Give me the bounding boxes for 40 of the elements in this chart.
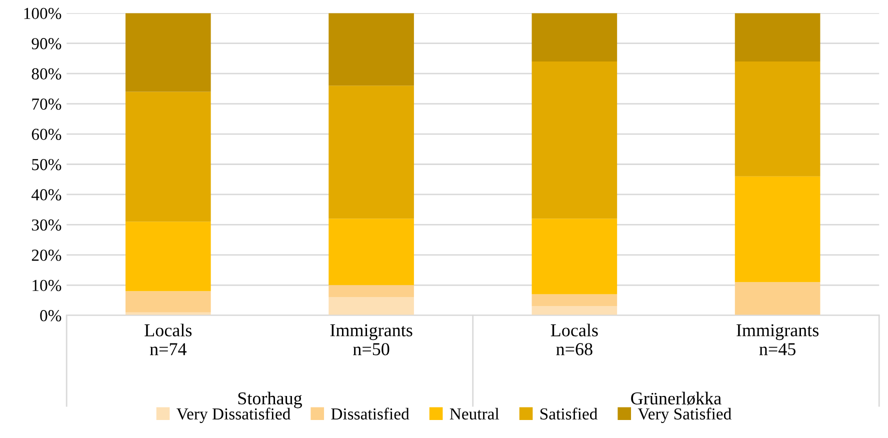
legend-label: Very Satisfied (638, 408, 732, 423)
y-tick-label: 70% (32, 98, 62, 110)
x-tick-label: Locals n=74 (144, 324, 192, 356)
y-tick-label: 0% (40, 310, 62, 322)
bar (734, 282, 820, 316)
bar (328, 86, 414, 219)
legend-label: Dissatisfied (331, 408, 410, 420)
y-tick-label: 40% (32, 189, 62, 200)
x-tick-label: Immigrants n=50 (330, 324, 412, 356)
legend-label: Very Dissatisfied (176, 408, 290, 423)
bar (328, 13, 414, 86)
y-tick-label: 20% (32, 250, 62, 261)
bar (126, 92, 211, 222)
bar (126, 222, 211, 292)
bar (126, 291, 211, 312)
bar (532, 218, 618, 294)
bar (532, 306, 618, 316)
bar (126, 13, 211, 92)
bar (532, 13, 618, 62)
y-tick-label: 80% (32, 68, 62, 80)
y-tick-label: 60% (32, 128, 62, 140)
bar (532, 61, 618, 219)
bar (328, 297, 414, 316)
x-tick-label: Locals n=68 (550, 324, 598, 356)
bar (328, 285, 414, 298)
legend-label: Satisfied (540, 408, 598, 420)
y-tick-label: 30% (32, 219, 62, 231)
bar (734, 61, 820, 176)
bar (532, 294, 618, 306)
bar (328, 218, 414, 286)
bar (734, 13, 820, 62)
y-tick-label: 10% (32, 280, 62, 292)
text: Grünerløkka (631, 392, 722, 406)
x-tick-label: Immigrants n=45 (736, 324, 819, 356)
legend-label: Neutral (450, 408, 500, 420)
y-tick-label: 90% (32, 38, 62, 50)
y-tick-label: 50% (32, 158, 62, 170)
text: Storhaug (238, 392, 302, 408)
bar (734, 176, 820, 282)
y-tick-label: 100% (24, 8, 62, 20)
